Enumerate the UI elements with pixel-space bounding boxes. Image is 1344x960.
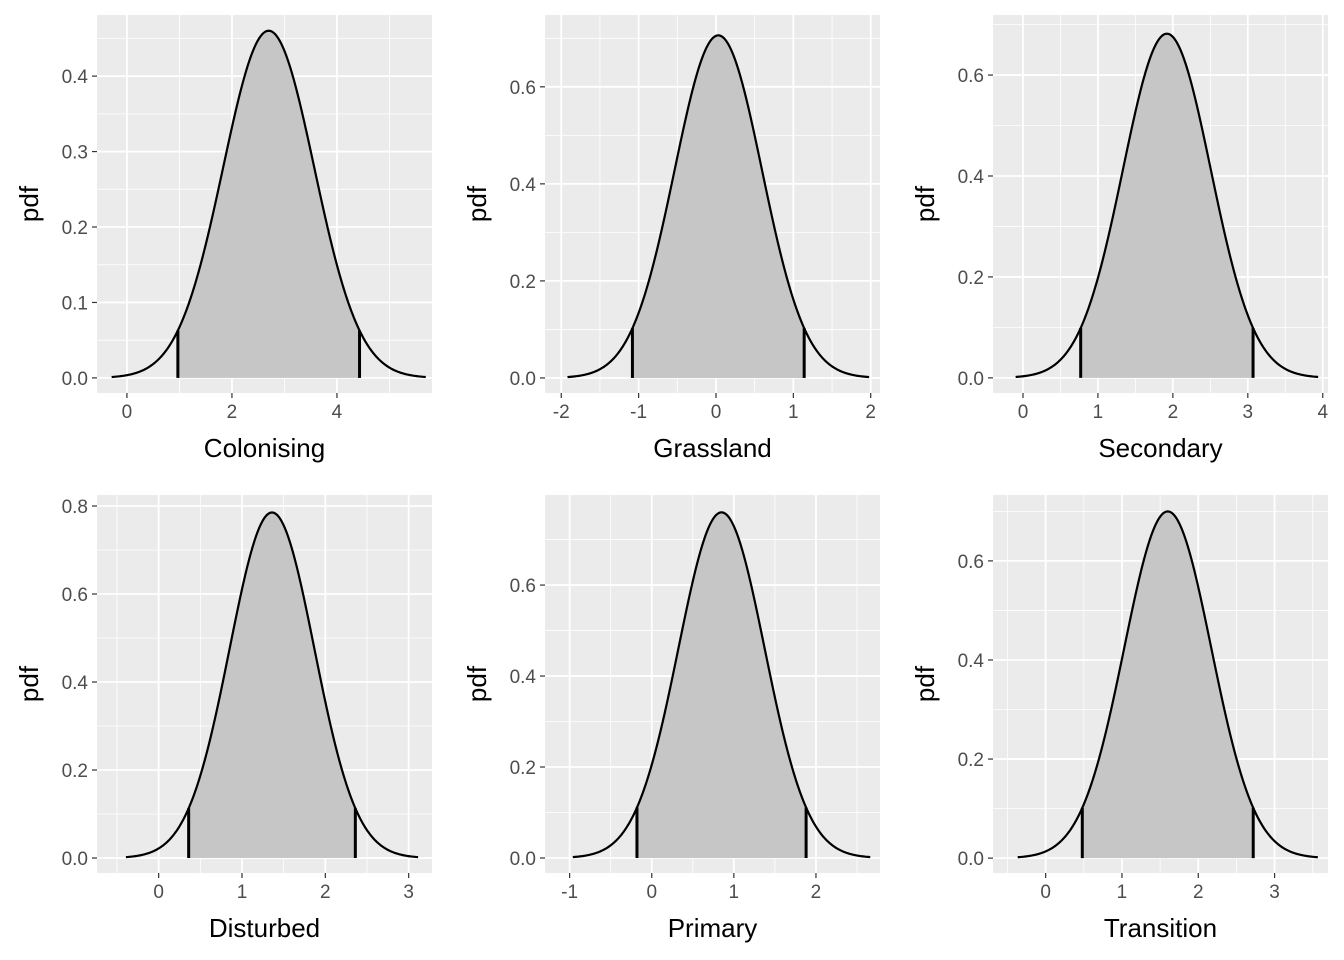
- x-axis-title: Primary: [668, 913, 758, 943]
- x-tick-label: 1: [1093, 402, 1104, 423]
- x-tick-label: 1: [237, 882, 248, 903]
- y-axis-title: pdf: [910, 185, 940, 222]
- y-tick-label: 0.8: [62, 497, 88, 518]
- y-tick-label: 0.6: [62, 585, 88, 606]
- x-tick-label: 3: [1269, 882, 1280, 903]
- x-tick-label: 2: [1193, 882, 1204, 903]
- x-axis-title: Disturbed: [209, 913, 320, 943]
- y-tick-label: 0.6: [510, 78, 536, 99]
- y-axis-title: pdf: [462, 665, 492, 702]
- density-curve: [1015, 32, 1319, 379]
- y-tick-label: 0.0: [958, 849, 984, 870]
- x-axis-title: Transition: [1104, 913, 1217, 943]
- density-curve: [572, 511, 871, 859]
- y-tick-label: 0.0: [62, 369, 88, 390]
- x-tick-label: -1: [630, 402, 647, 423]
- y-tick-label: 0.2: [62, 218, 88, 239]
- x-axis-title: Secondary: [1098, 433, 1222, 463]
- y-axis-title: pdf: [910, 665, 940, 702]
- credible-interval-area: [632, 35, 805, 378]
- panel-primary: -1 0 1 2 0.0 0.2 0.4 0.6 Primary pdf: [462, 495, 880, 943]
- y-tick-label: 0.2: [510, 272, 536, 293]
- panel-secondary: 0 1 2 3 4 0.0 0.2 0.4 0.6 Secondary pdf: [910, 15, 1328, 463]
- x-axis-title: Colonising: [204, 433, 325, 463]
- y-tick-label: 0.0: [510, 849, 536, 870]
- x-tick-label: 0: [1018, 402, 1029, 423]
- x-tick-label: -1: [561, 882, 578, 903]
- x-tick-label: 2: [227, 402, 238, 423]
- x-tick-label: 4: [1317, 402, 1328, 423]
- y-tick-label: 0.6: [510, 576, 536, 597]
- panel-disturbed: 0 1 2 3 0.0 0.2 0.4 0.6 0.8 Disturbed pdf: [14, 495, 432, 943]
- x-tick-label: 2: [865, 402, 876, 423]
- y-tick-label: 0.2: [958, 268, 984, 289]
- y-tick-label: 0.4: [510, 175, 537, 196]
- y-tick-label: 0.1: [62, 293, 88, 314]
- panel-transition: 0 1 2 3 0.0 0.2 0.4 0.6 Transition pdf: [910, 495, 1328, 943]
- y-tick-label: 0.4: [62, 673, 89, 694]
- x-tick-label: -2: [553, 402, 570, 423]
- y-tick-label: 0.3: [62, 143, 88, 164]
- x-tick-label: 0: [122, 402, 133, 423]
- y-tick-label: 0.2: [958, 750, 984, 771]
- density-curve: [567, 34, 870, 379]
- panel-grassland: -2 -1 0 1 2 0.0 0.2 0.4 0.6 Grassland pdf: [462, 15, 880, 463]
- y-tick-label: 0.4: [958, 651, 985, 672]
- credible-interval-area: [188, 512, 356, 859]
- credible-interval-area: [1080, 33, 1254, 378]
- y-tick-label: 0.0: [510, 369, 536, 390]
- density-curve: [1017, 510, 1318, 859]
- credible-interval-area: [177, 30, 360, 378]
- y-tick-label: 0.4: [62, 67, 89, 88]
- x-tick-label: 2: [1168, 402, 1179, 423]
- x-tick-label: 1: [1117, 882, 1128, 903]
- y-tick-label: 0.4: [958, 167, 985, 188]
- y-tick-label: 0.0: [958, 369, 984, 390]
- x-tick-label: 0: [153, 882, 164, 903]
- y-axis-title: pdf: [462, 185, 492, 222]
- x-tick-label: 2: [811, 882, 822, 903]
- x-tick-label: 2: [320, 882, 331, 903]
- panel-colonising: 0 2 4 0.0 0.1 0.2 0.3 0.4 Colonising pdf: [14, 15, 432, 463]
- density-curve: [111, 29, 426, 379]
- y-tick-label: 0.2: [62, 761, 88, 782]
- x-tick-label: 0: [1040, 882, 1051, 903]
- x-tick-label: 3: [403, 882, 414, 903]
- y-tick-label: 0.0: [62, 849, 88, 870]
- x-tick-label: 1: [788, 402, 799, 423]
- x-tick-label: 0: [646, 882, 657, 903]
- y-tick-label: 0.2: [510, 758, 536, 779]
- x-axis-title: Grassland: [653, 433, 772, 463]
- y-tick-label: 0.6: [958, 552, 984, 573]
- density-curve: [125, 511, 419, 859]
- x-tick-label: 3: [1243, 402, 1254, 423]
- y-tick-label: 0.4: [510, 667, 537, 688]
- credible-interval-area: [636, 512, 807, 858]
- x-tick-label: 4: [332, 402, 343, 423]
- y-axis-title: pdf: [14, 665, 44, 702]
- y-tick-label: 0.6: [958, 66, 984, 87]
- x-tick-label: 1: [729, 882, 740, 903]
- x-tick-label: 0: [711, 402, 722, 423]
- y-axis-title: pdf: [14, 185, 44, 222]
- credible-interval-area: [1082, 511, 1254, 859]
